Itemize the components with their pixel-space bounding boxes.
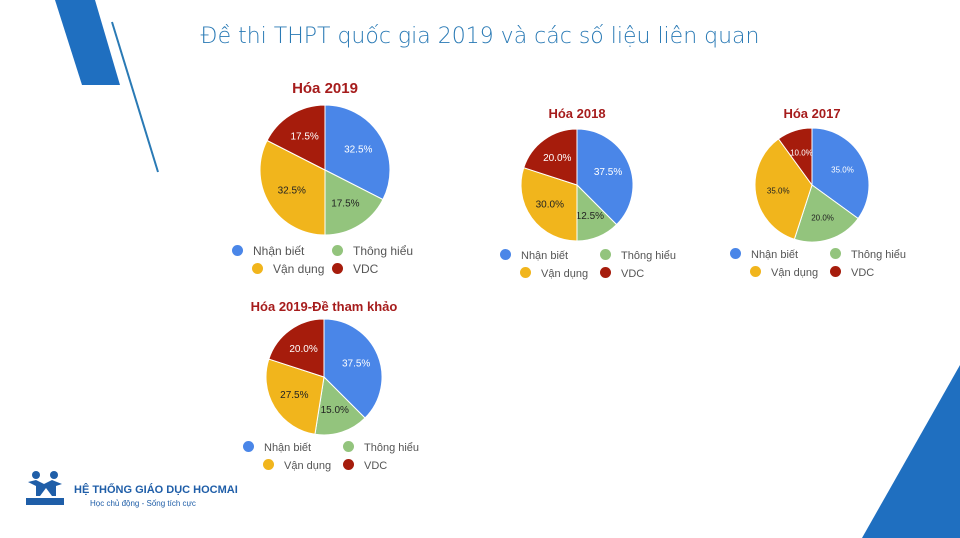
legend-label: Nhận biết — [264, 442, 312, 454]
pie-slice — [777, 127, 813, 187]
legend-item: Vận dụng — [263, 459, 331, 472]
legend-item: Thông hiểu — [332, 244, 413, 258]
legend-item: Thông hiểu — [600, 249, 676, 262]
legend-swatch-icon — [520, 267, 531, 278]
legend-swatch-icon — [232, 245, 243, 256]
slice-label: 20.0% — [289, 344, 317, 355]
legend-item: Nhận biết — [500, 249, 568, 262]
pie-slice — [576, 128, 634, 226]
legend-label: Thông hiểu — [353, 244, 414, 258]
chart-title: Hóa 2017 — [783, 106, 841, 121]
legend-swatch-icon — [500, 249, 511, 260]
legend-item: Thông hiểu — [343, 441, 419, 454]
legend-swatch-icon — [263, 459, 274, 470]
legend-label: Nhận biết — [751, 249, 799, 261]
legend-swatch-icon — [750, 266, 761, 277]
legend-item: VDC — [343, 459, 387, 472]
legend-swatch-icon — [343, 441, 354, 452]
pie-slice — [268, 318, 325, 378]
legend-label: Nhận biết — [253, 244, 305, 258]
legend-label: VDC — [621, 268, 645, 280]
legend-label: Thông hiểu — [621, 250, 677, 262]
legend-swatch-icon — [243, 441, 254, 452]
legend-label: VDC — [353, 262, 379, 276]
slice-label: 15.0% — [321, 405, 349, 416]
legend-swatch-icon — [343, 459, 354, 470]
slice-label: 32.5% — [344, 145, 372, 156]
legend-swatch-icon — [830, 248, 841, 259]
pie-slice — [323, 318, 383, 419]
legend-item: Vận dụng — [750, 266, 818, 279]
legend-label: Vận dụng — [541, 268, 589, 280]
legend-label: Vận dụng — [771, 267, 819, 279]
legend-swatch-icon — [332, 245, 343, 256]
slice-label: 37.5% — [342, 359, 370, 370]
slice-label: 32.5% — [278, 185, 306, 196]
pie-slice — [266, 104, 326, 171]
legend-item: VDC — [830, 266, 874, 279]
slice-label: 17.5% — [290, 132, 318, 143]
pie-slice — [265, 358, 325, 435]
pie-slice — [314, 375, 366, 436]
legend-swatch-icon — [252, 263, 263, 274]
pie-slice — [520, 167, 578, 242]
slice-label: 27.5% — [280, 390, 308, 401]
legend-label: VDC — [851, 267, 875, 279]
brand-tagline: Học chủ động - Sống tích cực — [90, 499, 196, 508]
pie-slice — [523, 128, 578, 186]
slice-label: 35.0% — [831, 165, 854, 174]
slice-label: 20.0% — [811, 214, 834, 223]
legend-label: Vận dụng — [284, 460, 332, 472]
pie-slice — [259, 139, 326, 236]
pie-slice — [793, 184, 859, 243]
brand-name: HỆ THỐNG GIÁO DỤC HOCMAI — [74, 484, 238, 496]
legend-item: VDC — [600, 267, 644, 280]
slide-title: Đề thi THPT quốc gia 2019 và các số liệu… — [200, 24, 760, 49]
slice-label: 12.5% — [576, 211, 604, 222]
legend-label: Thông hiểu — [851, 249, 907, 261]
chart-title: Hóa 2018 — [548, 106, 606, 121]
hocmai-logo — [26, 471, 64, 505]
slice-label: 37.5% — [594, 167, 622, 178]
legend-label: Nhận biết — [521, 250, 569, 262]
legend-item: Nhận biết — [232, 244, 304, 258]
slice-label: 35.0% — [767, 186, 790, 195]
pie-slice — [324, 169, 384, 236]
legend-item: Vận dụng — [252, 262, 324, 276]
pie-slice — [811, 127, 870, 220]
legend-swatch-icon — [730, 248, 741, 259]
legend-item: Vận dụng — [520, 267, 588, 280]
legend-swatch-icon — [830, 266, 841, 277]
slice-label: 20.0% — [543, 153, 571, 164]
legend-swatch-icon — [600, 267, 611, 278]
slice-label: 10.0% — [790, 148, 813, 157]
chart-title: Hóa 2019-Đề tham khảo — [250, 299, 398, 314]
legend-label: Thông hiểu — [364, 442, 420, 454]
legend-item: Nhận biết — [243, 441, 311, 454]
slice-label: 17.5% — [331, 198, 359, 209]
legend-swatch-icon — [332, 263, 343, 274]
legend-item: Nhận biết — [730, 248, 798, 261]
legend-item: Thông hiểu — [830, 248, 906, 261]
legend-label: Vận dụng — [273, 262, 325, 276]
slice-label: 30.0% — [536, 200, 564, 211]
pie-slice — [324, 104, 391, 201]
legend-swatch-icon — [600, 249, 611, 260]
legend-label: VDC — [364, 460, 388, 472]
legend-item: VDC — [332, 262, 378, 276]
chart-title: Hóa 2019 — [292, 80, 358, 97]
pie-slice — [754, 138, 813, 240]
